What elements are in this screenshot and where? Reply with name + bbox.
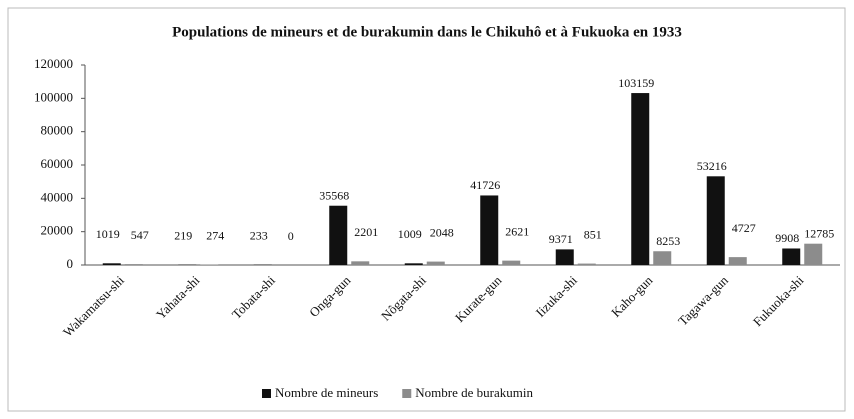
- value-label: 4727: [732, 221, 756, 235]
- bar: [706, 176, 725, 265]
- bar: [782, 248, 801, 265]
- value-label: 219: [174, 228, 192, 242]
- value-label: 9908: [775, 231, 799, 245]
- bar: [480, 195, 499, 265]
- value-label: 2048: [430, 225, 454, 239]
- legend-swatch: [402, 389, 412, 398]
- y-tick-label: 0: [67, 256, 74, 271]
- value-label: 1019: [96, 227, 120, 241]
- value-label: 41726: [470, 178, 500, 192]
- value-label: 0: [288, 229, 294, 243]
- chart-frame: [7, 7, 846, 412]
- value-label: 53216: [697, 159, 727, 173]
- legend-label: Nombre de mineurs: [275, 385, 378, 400]
- chart-title: Populations de mineurs et de burakumin d…: [172, 24, 682, 40]
- value-label: 9371: [549, 232, 573, 246]
- y-tick-label: 40000: [41, 189, 74, 204]
- bar: [804, 243, 823, 265]
- value-label: 2621: [505, 224, 529, 238]
- y-tick-label: 20000: [41, 223, 74, 238]
- value-label: 233: [250, 228, 268, 242]
- value-label: 2201: [354, 225, 378, 239]
- legend-swatch: [262, 389, 271, 398]
- y-tick-label: 60000: [41, 156, 74, 171]
- bar: [351, 261, 370, 265]
- y-tick-label: 120000: [34, 56, 73, 71]
- value-label: 35568: [319, 188, 349, 202]
- bar: [426, 261, 445, 265]
- value-label: 1009: [398, 227, 422, 241]
- bar: [124, 264, 143, 265]
- bar: [404, 263, 423, 265]
- bar: [102, 263, 121, 265]
- bar: [631, 93, 650, 266]
- value-label: 12785: [804, 226, 834, 240]
- value-label: 8253: [656, 234, 680, 248]
- bar: [329, 205, 348, 265]
- legend-label: Nombre de burakumin: [415, 385, 533, 400]
- bar: [502, 260, 521, 265]
- y-tick-label: 80000: [41, 123, 74, 138]
- bar: [653, 251, 672, 265]
- value-label: 274: [206, 228, 224, 242]
- value-label: 851: [584, 227, 602, 241]
- value-label: 547: [131, 228, 149, 242]
- y-tick-label: 100000: [34, 89, 73, 104]
- bar: [555, 249, 574, 265]
- bar: [728, 257, 747, 265]
- bar: [577, 263, 596, 265]
- value-label: 103159: [618, 76, 654, 90]
